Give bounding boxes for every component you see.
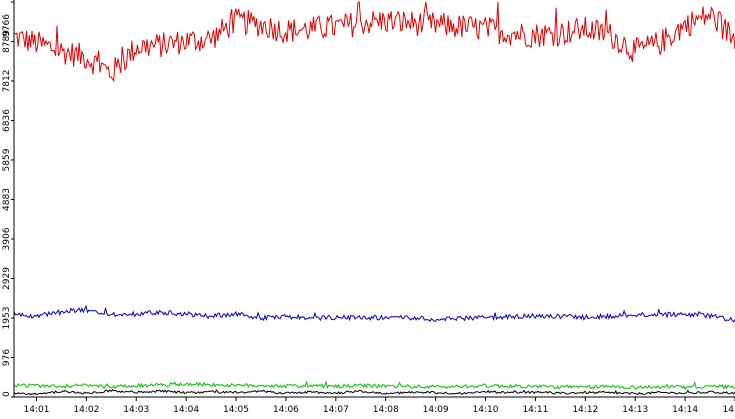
- y-tick-label: 8789: [2, 30, 12, 53]
- x-tick-label: 14: [723, 405, 735, 415]
- series-layer: [13, 0, 735, 396]
- x-tick-label: 14:12: [572, 405, 598, 415]
- y-tick-label: 976: [2, 349, 12, 366]
- y-tick-label: 2929: [2, 267, 12, 290]
- y-tick-label: 3906: [2, 227, 12, 250]
- x-tick-label: 14:11: [522, 405, 548, 415]
- y-tick-label: 4883: [2, 188, 12, 211]
- y-tick-label: 7812: [2, 70, 12, 93]
- series-line-2: [13, 304, 735, 323]
- x-tick-label: 14:03: [123, 405, 149, 415]
- y-tick-label: 1953: [2, 307, 12, 330]
- series-line-1: [13, 0, 735, 82]
- x-tick-label: 14:06: [273, 405, 299, 415]
- x-tick-label: 14:14: [672, 405, 698, 415]
- series-line-3: [13, 380, 735, 391]
- y-tick-label: 0: [2, 391, 12, 397]
- x-tick-label: 14:02: [73, 405, 99, 415]
- y-tick-label: 9766: [2, 14, 12, 37]
- x-tick-label: 14:05: [223, 405, 249, 415]
- x-tick-label: 14:01: [23, 405, 49, 415]
- x-tick-label: 14:08: [373, 405, 399, 415]
- x-tick-label: 14:13: [622, 405, 648, 415]
- x-axis-ticks: 14:01 14:02 14:03 14:04 14:05 14:06 14:07 14:08…: [23, 397, 735, 415]
- y-tick-label: 5859: [2, 148, 12, 171]
- x-tick-label: 14:09: [423, 405, 449, 415]
- y-tick-label: 6836: [2, 109, 12, 132]
- x-tick-label: 14:10: [473, 405, 499, 415]
- x-tick-label: 14:04: [173, 405, 199, 415]
- series-line-4: [13, 389, 735, 396]
- x-tick-label: 14:07: [323, 405, 349, 415]
